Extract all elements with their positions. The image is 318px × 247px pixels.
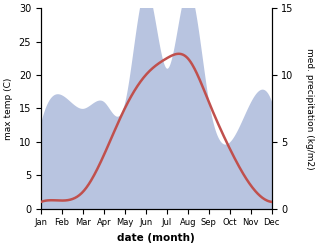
Y-axis label: med. precipitation (kg/m2): med. precipitation (kg/m2) bbox=[305, 48, 314, 169]
X-axis label: date (month): date (month) bbox=[117, 233, 195, 243]
Y-axis label: max temp (C): max temp (C) bbox=[4, 77, 13, 140]
